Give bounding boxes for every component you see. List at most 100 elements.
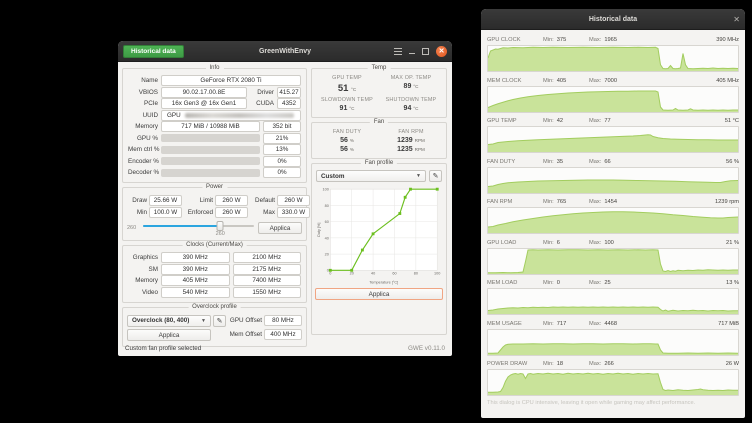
video-clock-max: 1550 MHz — [232, 286, 301, 298]
minimize-button[interactable] — [409, 52, 415, 54]
graph-max-value: 1965 — [604, 37, 617, 43]
main-titlebar: Historical data GreenWithEnvy ✕ — [118, 41, 452, 62]
graph-title: GPU LOAD — [487, 239, 517, 246]
historical-data-button[interactable]: Historical data — [123, 44, 184, 58]
overclock-profile-select[interactable]: Overclock (80, 400) ▼ — [127, 314, 211, 327]
graph-mem-usage: MEM USAGE Min: 717 Max: 4468 717 MiB — [487, 319, 739, 356]
graphics-clock-current: 390 MHz — [161, 252, 230, 263]
chevron-down-icon: ▼ — [201, 317, 206, 324]
encoder-usage-value: 0% — [263, 155, 301, 167]
shutdown-temp-label: SHUTDOWN TEMP — [385, 97, 437, 103]
vbios-value: 90.02.17.00.8E — [161, 86, 247, 98]
close-icon[interactable]: ✕ — [436, 45, 447, 57]
svg-text:40: 40 — [325, 236, 329, 240]
power-limit-slider[interactable]: 260 — [143, 221, 254, 237]
graph-min-value: 42 — [556, 118, 564, 124]
fan-profile-select[interactable]: Custom ▼ — [316, 170, 426, 182]
history-titlebar: Historical data ✕ — [481, 9, 745, 30]
gpu-temp-cell: GPU TEMP 51 °C — [315, 75, 379, 94]
fan-profile-select-row: Custom ▼ ✎ — [316, 170, 442, 182]
shutdown-temp-unit: °C — [413, 106, 419, 111]
info-row-memory: Memory 717 MiB / 10988 MiB 352 bit — [128, 121, 301, 132]
max-op-temp-unit: °C — [413, 84, 419, 89]
fan-profile-selected: Custom — [321, 172, 345, 180]
gpu-name-value: GeForce RTX 2080 Ti — [161, 75, 301, 86]
graph-min-value: 375 — [556, 37, 567, 43]
graph-current-value: 56 % — [726, 158, 739, 165]
sm-clock-current: 390 MHz — [161, 263, 230, 275]
slowdown-temp-value: 91 — [339, 105, 348, 112]
fan-rpm-label: FAN RPM — [398, 129, 424, 135]
graph-plot — [487, 85, 739, 113]
fan-section-title: Fan — [369, 119, 389, 125]
memory-value: 717 MiB / 10988 MiB — [161, 121, 260, 132]
memory-clock-max: 7400 MHz — [232, 275, 301, 286]
svg-text:80: 80 — [325, 204, 329, 208]
graph-plot — [487, 288, 739, 315]
power-max-label: Max — [263, 208, 275, 216]
gpu-offset-value[interactable]: 80 MHz — [264, 315, 302, 326]
clock-row-memory: Memory 405 MHz 7400 MHz — [128, 275, 301, 286]
power-default-label: Default — [255, 196, 275, 204]
fan-profile-edit-button[interactable]: ✎ — [429, 170, 442, 182]
clocks-section-title: Clocks (Current/Max) — [182, 242, 247, 248]
mem-offset-value[interactable]: 400 MHz — [264, 329, 302, 340]
slowdown-temp-unit: °C — [349, 106, 355, 111]
svg-text:20: 20 — [325, 253, 329, 257]
fan2-duty-value: 56 — [340, 146, 348, 153]
power-slider-handle[interactable] — [216, 221, 224, 231]
status-message: Custom fan profile selected — [125, 344, 202, 352]
power-enforced-value: 260 W — [215, 206, 248, 218]
svg-text:100: 100 — [323, 188, 329, 192]
graph-gpu-load: GPU LOAD Min: 6 Max: 100 21 % — [487, 238, 739, 275]
power-min-value: 100.0 W — [149, 206, 182, 218]
graph-title: MEM LOAD — [487, 280, 518, 286]
graph-plot — [487, 369, 739, 396]
gpu-usage-value: 21% — [263, 132, 301, 144]
graph-current-value: 21 % — [726, 239, 739, 246]
svg-text:100: 100 — [434, 272, 440, 276]
svg-text:60: 60 — [325, 220, 329, 224]
graph-plot — [487, 45, 739, 72]
memory-label: Memory — [135, 123, 158, 130]
graph-max-value: 4468 — [604, 320, 617, 327]
decoder-usage-progressbar — [161, 168, 260, 177]
overclock-profile-selected: Overclock (80, 400) — [132, 317, 190, 324]
overclock-apply-button[interactable]: Applica — [127, 328, 211, 341]
svg-text:0: 0 — [329, 272, 331, 276]
power-section: Power Draw 25.66 W Limit 260 W Default 2… — [122, 184, 310, 241]
fan-profile-apply-button[interactable]: Applica — [315, 288, 443, 300]
graph-min-value: 35 — [556, 158, 564, 165]
driver-value: 415.27 — [277, 86, 301, 98]
graph-plot — [487, 328, 739, 356]
info-row-uuid: UUID GPU — [128, 109, 301, 121]
app-version: GWE v0.11.0 — [408, 344, 445, 352]
graph-title: FAN DUTY — [487, 158, 516, 165]
history-content: GPU CLOCK Min: 375 Max: 1965 390 MHz MEM C… — [481, 30, 745, 407]
maximize-button[interactable] — [422, 47, 429, 55]
pencil-icon: ✎ — [432, 173, 439, 180]
graph-min-value: 0 — [556, 280, 560, 286]
close-icon[interactable]: ✕ — [733, 14, 740, 24]
max-op-temp-value: 89 — [403, 83, 412, 90]
menu-icon[interactable] — [394, 47, 402, 55]
svg-text:80: 80 — [414, 272, 418, 276]
memctrl-usage-progressbar — [161, 145, 260, 154]
clock-row-sm: SM 390 MHz 2175 MHz — [128, 263, 301, 275]
graph-current-value: 51 °C — [724, 118, 739, 124]
graphics-clock-max: 2100 MHz — [232, 252, 301, 263]
fan-duty-cell: FAN DUTY 56 % 56 % — [315, 129, 379, 153]
power-apply-button[interactable]: Applica — [258, 222, 302, 234]
power-slider-min-label: 260 — [127, 225, 137, 231]
overclock-edit-button[interactable]: ✎ — [213, 314, 226, 327]
gpu-usage-progressbar — [161, 134, 260, 142]
pencil-icon: ✎ — [216, 317, 223, 325]
mem-offset-label: Mem Offset — [229, 331, 262, 338]
vbios-label: VBIOS — [138, 88, 158, 96]
graph-fan-duty: FAN DUTY Min: 35 Max: 66 56 % — [487, 157, 739, 194]
power-draw-value: 25.66 W — [149, 194, 182, 206]
graph-max-value: 77 — [604, 118, 611, 124]
graph-current-value: 717 MiB — [718, 320, 739, 327]
clocks-section: Clocks (Current/Max) Graphics 390 MHz 21… — [122, 242, 307, 303]
fan-profile-section: Fan profile Custom ▼ ✎ 0 20 40 60 80 100 0 20 40… — [311, 160, 447, 335]
